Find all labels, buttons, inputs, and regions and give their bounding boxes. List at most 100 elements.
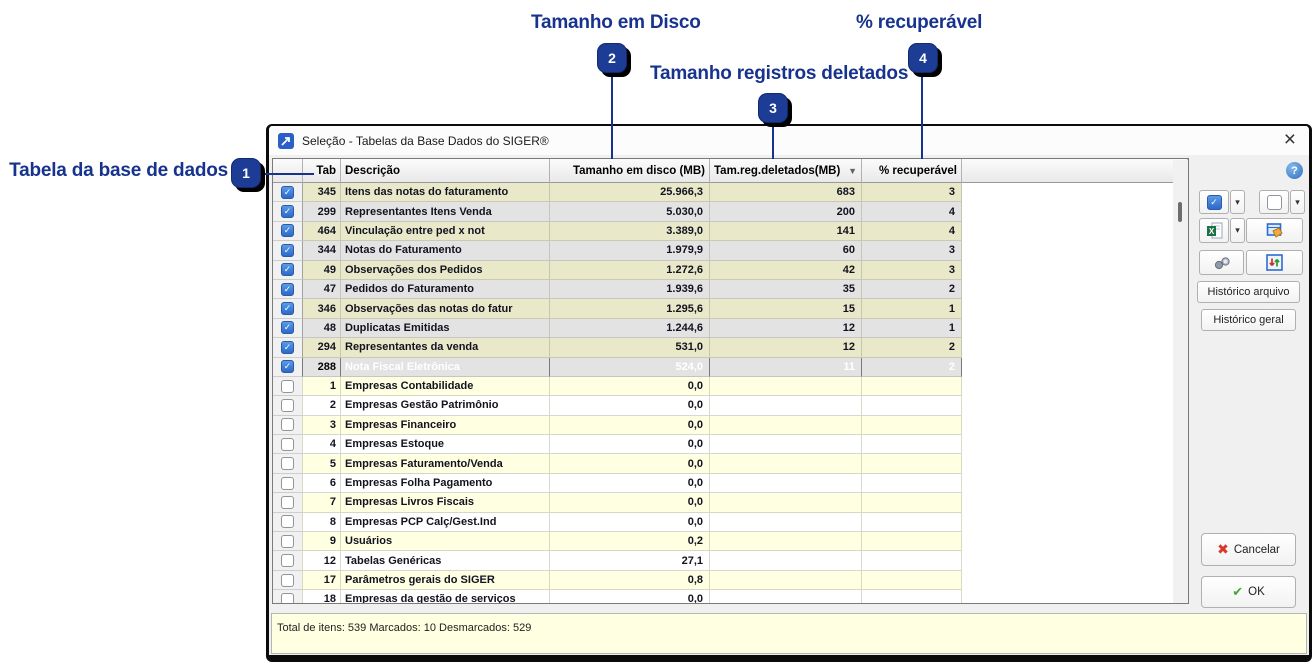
row-disk-size: 3.389,0 — [550, 221, 710, 242]
checked-checkbox-icon[interactable]: ✓ — [281, 224, 294, 238]
unchecked-checkbox-icon[interactable] — [281, 379, 294, 393]
table-row[interactable]: ✓ 294 Representantes da venda 531,0 12 2 — [273, 338, 1188, 358]
table-row[interactable]: 7 Empresas Livros Fiscais 0,0 — [273, 493, 1188, 513]
unchecked-checkbox-icon[interactable] — [281, 534, 294, 548]
unchecked-checkbox-icon[interactable] — [281, 418, 294, 432]
checked-checkbox-icon[interactable]: ✓ — [281, 185, 294, 199]
header-disk-size[interactable]: Tamanho em disco (MB) — [550, 159, 710, 183]
table-row[interactable]: ✓ 464 Vinculação entre ped x not 3.389,0 141… — [273, 221, 1188, 242]
table-row[interactable]: ✓ 288 Nota Fiscal Eletrônica 524,0 11 2 — [273, 357, 1188, 377]
table-row[interactable]: 12 Tabelas Genéricas 27,1 — [273, 551, 1188, 571]
close-icon[interactable]: × — [1283, 128, 1296, 151]
unchecked-checkbox-icon[interactable] — [281, 573, 294, 587]
header-tab[interactable]: Tab — [303, 159, 341, 183]
checked-checkbox-icon[interactable]: ✓ — [281, 243, 294, 257]
row-description: Observações dos Pedidos — [341, 260, 550, 280]
unchecked-checkbox-icon[interactable] — [281, 476, 294, 490]
checked-checkbox-icon[interactable]: ✓ — [281, 205, 294, 219]
cancel-button[interactable]: ✖ Cancelar — [1201, 533, 1296, 566]
unchecked-checkbox-icon[interactable] — [281, 495, 294, 509]
row-deleted-size — [710, 493, 862, 513]
table-row[interactable]: 8 Empresas PCP Calç/Gest.Ind 0,0 — [273, 512, 1188, 533]
annotation-label-recoverable: % recuperável — [856, 12, 983, 33]
checked-checkbox-icon[interactable]: ✓ — [281, 321, 294, 335]
check-all-dropdown-button[interactable]: ▾ — [1230, 190, 1245, 214]
checked-checkbox-icon[interactable]: ✓ — [281, 282, 294, 296]
unchecked-checkbox-icon[interactable] — [281, 515, 294, 529]
row-description: Representantes da venda — [341, 338, 550, 358]
export-excel-dropdown-button[interactable]: ▾ — [1230, 218, 1245, 243]
unchecked-checkbox-icon[interactable] — [281, 437, 294, 451]
table-row[interactable]: ✓ 48 Duplicatas Emitidas 1.244,6 12 1 — [273, 318, 1188, 339]
row-deleted-size: 12 — [710, 338, 862, 358]
row-deleted-size — [710, 376, 862, 397]
row-deleted-size: 683 — [710, 183, 862, 203]
scrollbar-thumb[interactable] — [1178, 202, 1182, 222]
table-row[interactable]: 6 Empresas Folha Pagamento 0,0 — [273, 473, 1188, 494]
row-recoverable-pct — [862, 454, 962, 474]
help-icon[interactable]: ? — [1286, 162, 1303, 179]
ok-button[interactable]: ✔ OK — [1201, 576, 1296, 608]
checked-checkbox-icon[interactable]: ✓ — [281, 302, 294, 316]
grid-header-row: Tab Descrição Tamanho em disco (MB) Tam.… — [273, 159, 1188, 183]
table-row[interactable]: ✓ 346 Observações das notas do fatur 1.295,… — [273, 299, 1188, 319]
checked-checkbox-icon[interactable]: ✓ — [281, 263, 294, 277]
table-row[interactable]: 3 Empresas Financeiro 0,0 — [273, 415, 1188, 436]
search-button[interactable] — [1199, 250, 1244, 275]
row-deleted-size — [710, 551, 862, 571]
unchecked-checkbox-icon[interactable] — [281, 398, 294, 412]
historico-arquivo-button[interactable]: Histórico arquivo — [1197, 281, 1300, 303]
row-tab-number: 345 — [303, 183, 341, 203]
window-title: Seleção - Tabelas da Base Dados do SIGER… — [302, 133, 549, 148]
title-bar[interactable]: Seleção - Tabelas da Base Dados do SIGER… — [269, 126, 1309, 155]
row-recoverable-pct: 3 — [862, 241, 962, 261]
uncheck-all-dropdown-button[interactable]: ▾ — [1290, 190, 1305, 214]
sort-button[interactable] — [1246, 250, 1303, 275]
table-row[interactable]: ✓ 49 Observações dos Pedidos 1.272,6 42 3 — [273, 260, 1188, 280]
checked-checkbox-icon[interactable]: ✓ — [281, 340, 294, 354]
row-filler — [962, 570, 1188, 591]
row-checkbox-cell: ✓ — [273, 318, 303, 339]
vertical-scrollbar[interactable] — [1173, 160, 1188, 603]
historico-geral-button[interactable]: Histórico geral — [1201, 309, 1296, 331]
table-row[interactable]: 9 Usuários 0,2 — [273, 532, 1188, 552]
row-tab-number: 299 — [303, 202, 341, 222]
check-all-button[interactable]: ✓ — [1199, 190, 1229, 214]
annotation-badge-2: 2 — [597, 43, 627, 73]
row-recoverable-pct — [862, 435, 962, 455]
header-checkbox-column[interactable] — [273, 159, 303, 183]
row-deleted-size: 42 — [710, 260, 862, 280]
table-row[interactable]: ✓ 47 Pedidos do Faturamento 1.939,6 35 2 — [273, 279, 1188, 300]
row-filler — [962, 435, 1188, 455]
row-recoverable-pct — [862, 512, 962, 533]
chevron-down-icon: ▾ — [1235, 225, 1240, 235]
table-row[interactable]: ✓ 299 Representantes Itens Venda 5.030,0 200… — [273, 202, 1188, 222]
export-excel-button[interactable]: X — [1199, 218, 1229, 243]
header-recoverable[interactable]: % recuperável — [862, 159, 962, 183]
annotation-badge-4: 4 — [908, 43, 938, 73]
table-row[interactable]: 4 Empresas Estoque 0,0 — [273, 435, 1188, 455]
table-row[interactable]: 17 Parâmetros gerais do SIGER 0,8 — [273, 570, 1188, 591]
unchecked-checkbox-icon[interactable] — [281, 554, 294, 568]
unchecked-checkbox-icon[interactable] — [281, 592, 294, 603]
unchecked-checkbox-icon[interactable] — [281, 457, 294, 471]
table-row[interactable]: ✓ 345 Itens das notas do faturamento 25.966… — [273, 183, 1188, 203]
row-disk-size: 1.939,6 — [550, 279, 710, 300]
status-text: Total de itens: 539 Marcados: 10 Desmarc… — [277, 622, 532, 634]
table-select-button[interactable] — [1246, 218, 1303, 243]
table-row[interactable]: ✓ 344 Notas do Faturamento 1.979,9 60 3 — [273, 241, 1188, 261]
table-row[interactable]: 2 Empresas Gestão Patrimônio 0,0 — [273, 396, 1188, 416]
uncheck-all-button[interactable] — [1259, 190, 1289, 214]
row-deleted-size — [710, 454, 862, 474]
table-row[interactable]: 18 Empresas da gestão de serviços 0,0 — [273, 590, 1188, 603]
annotation-line — [262, 173, 314, 175]
header-descricao[interactable]: Descrição — [341, 159, 550, 183]
row-checkbox-cell — [273, 396, 303, 416]
row-filler — [962, 279, 1188, 300]
checked-checkbox-icon[interactable]: ✓ — [281, 360, 294, 374]
table-row[interactable]: 5 Empresas Faturamento/Venda 0,0 — [273, 454, 1188, 474]
header-deleted-size[interactable]: Tam.reg.deletados(MB) ▼ — [710, 159, 862, 183]
row-tab-number: 346 — [303, 299, 341, 319]
row-filler — [962, 493, 1188, 513]
table-row[interactable]: 1 Empresas Contabilidade 0,0 — [273, 376, 1188, 397]
